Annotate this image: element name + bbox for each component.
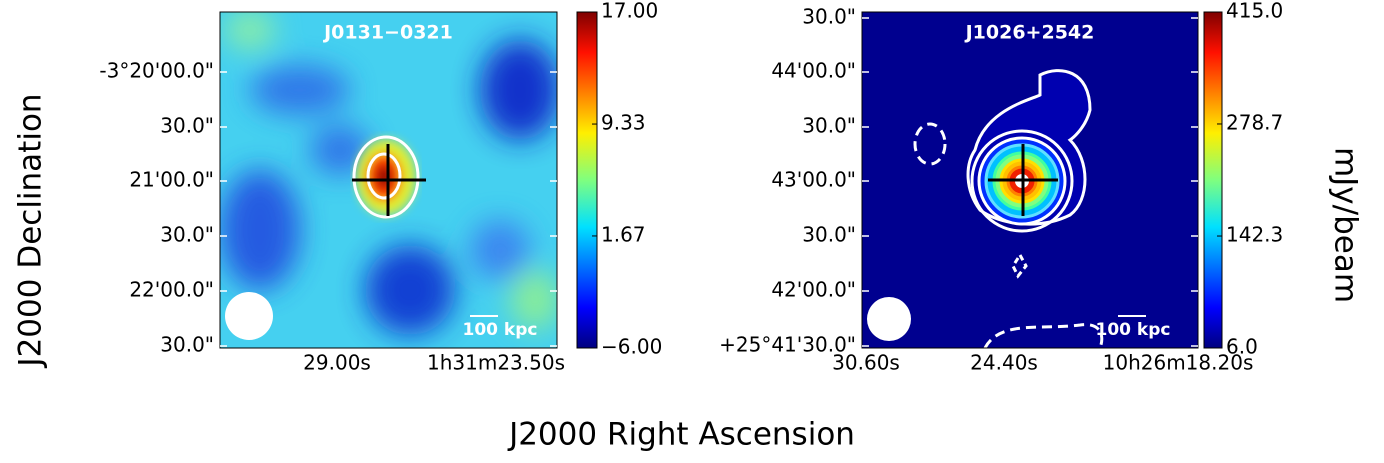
y-tick-label: 44'00.0" [771, 59, 856, 83]
scale-bar-label: 100 kpc [1096, 320, 1171, 340]
y-tick-label: 30.0" [802, 5, 856, 29]
scale-bar-label: 100 kpc [463, 320, 538, 340]
x-tick-label: 30.60s [832, 351, 900, 375]
colorbar-tick-label: 9.33 [601, 111, 646, 135]
frame [219, 11, 558, 349]
y-tick-label: 42'00.0" [771, 278, 856, 302]
y-axis-label: J2000 Declination [13, 93, 49, 368]
x-tick-label: 29.00s [303, 351, 371, 375]
y-tick-label: 30.0" [160, 114, 214, 138]
y-tick-label: 43'00.0" [771, 168, 856, 192]
y-tick-label: 22'00.0" [129, 278, 214, 302]
colorbar [576, 11, 598, 349]
colorbar-tick-label: 1.67 [601, 222, 646, 246]
colorbar-tick-label: −6.00 [601, 335, 662, 359]
colorbar [1203, 11, 1223, 349]
panel-title: J1026+2542 [964, 22, 1095, 44]
image-field [862, 12, 1198, 348]
x-tick-label: 1h31m23.50s [427, 351, 565, 375]
y-tick-label: 30.0" [160, 223, 214, 247]
colorbar-tick-label: 17.00 [601, 0, 658, 23]
x-tick-label: 24.40s [970, 351, 1038, 375]
image-field [220, 12, 557, 348]
y-tick-label: -3°20'00.0" [99, 59, 214, 83]
x-axis-label: J2000 Right Ascension [507, 417, 855, 453]
y-tick-label: 30.0" [802, 223, 856, 247]
y-tick-label: 30.0" [160, 333, 214, 357]
y-tick-label: 30.0" [802, 114, 856, 138]
colorbar-tick-label: 6.0 [1226, 335, 1258, 359]
colorbar-tick-label: 415.0 [1226, 0, 1283, 23]
x-tick-label: 10h26m18.20s [1103, 351, 1254, 375]
colorbar-tick-label: 278.7 [1226, 110, 1283, 134]
colorbar-tick-label: 142.3 [1226, 223, 1283, 247]
colorbar-label: mJy/beam [1328, 147, 1364, 303]
y-tick-label: +25°41'30.0" [719, 333, 856, 357]
frame [861, 11, 1199, 349]
panel-title: J0131−0321 [322, 22, 453, 44]
y-tick-label: 21'00.0" [129, 168, 214, 192]
